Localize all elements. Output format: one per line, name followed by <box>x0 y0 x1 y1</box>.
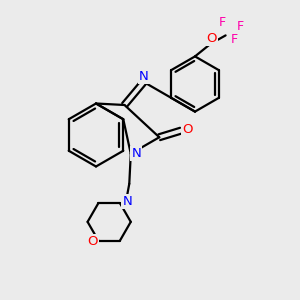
Text: F: F <box>236 20 244 33</box>
Text: O: O <box>206 32 217 45</box>
Text: N: N <box>122 195 132 208</box>
Text: N: N <box>131 147 141 160</box>
Text: O: O <box>88 235 98 248</box>
Text: O: O <box>182 123 193 136</box>
Text: F: F <box>218 16 226 29</box>
Text: N: N <box>139 70 149 83</box>
Text: F: F <box>231 33 238 46</box>
